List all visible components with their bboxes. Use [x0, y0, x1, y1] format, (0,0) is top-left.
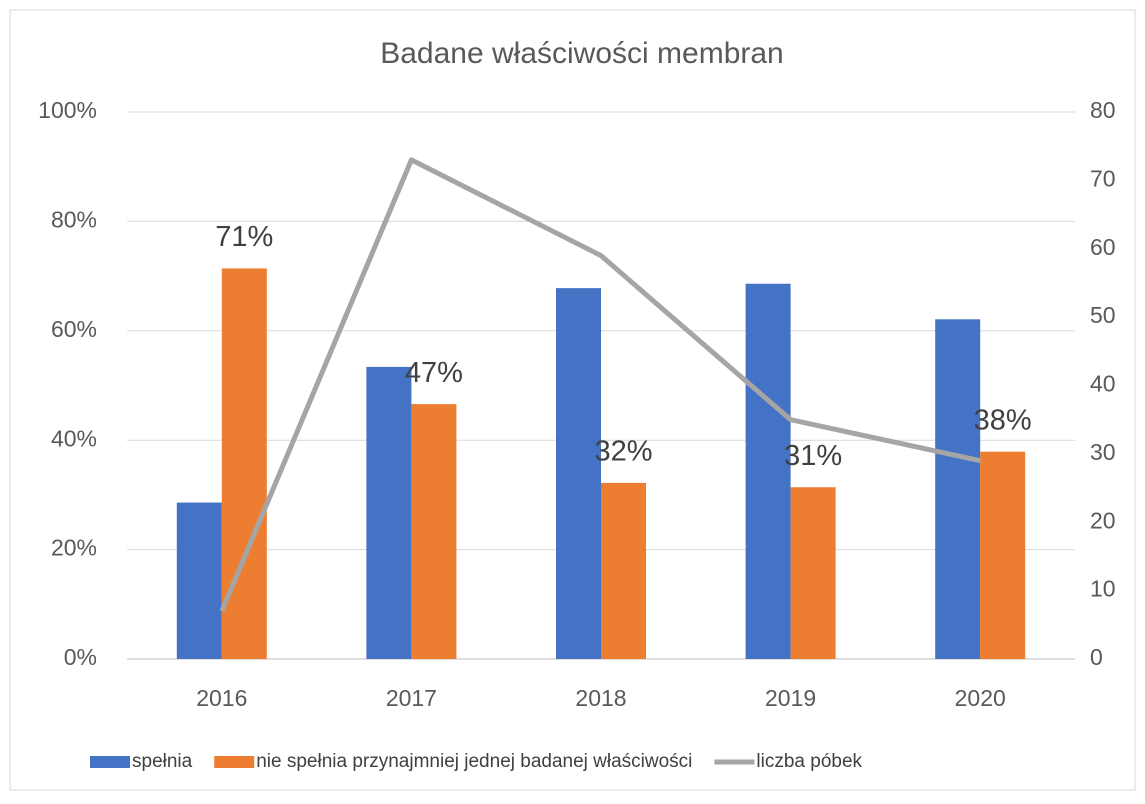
y2-tick-label: 50: [1090, 302, 1116, 328]
legend-label: nie spełnia przynajmniej jednej badanej …: [256, 751, 692, 772]
x-tick-label: 2017: [386, 685, 437, 711]
bar: [411, 404, 457, 659]
x-tick-label: 2018: [575, 685, 626, 711]
y-tick-label: 80%: [51, 206, 97, 232]
value-label: 47%: [405, 357, 463, 389]
bar: [556, 288, 601, 659]
y2-tick-label: 20: [1090, 507, 1116, 533]
bar: [601, 482, 646, 659]
y-tick-label: 60%: [51, 316, 97, 342]
bar: [366, 366, 412, 659]
x-tick-label: 2016: [196, 685, 247, 711]
legend-label: spełnia: [132, 751, 193, 772]
y2-tick-label: 10: [1090, 576, 1116, 602]
y2-tick-label: 80: [1090, 97, 1116, 123]
y-tick-label: 100%: [38, 97, 97, 123]
y-tick-label: 20%: [51, 535, 97, 561]
bar: [745, 283, 791, 659]
bar: [790, 487, 836, 659]
value-label: 31%: [784, 440, 842, 472]
legend-label: liczba póbek: [756, 751, 862, 772]
x-tick-label: 2019: [765, 685, 816, 711]
chart-title: Badane właściwości membran: [380, 37, 784, 70]
y2-tick-label: 70: [1090, 165, 1116, 191]
legend-swatch: [214, 756, 255, 768]
bar: [935, 319, 981, 659]
bar: [176, 502, 222, 659]
line-series: [219, 157, 981, 613]
legend-swatch: [90, 756, 130, 768]
y2-tick-label: 60: [1090, 234, 1116, 260]
y-tick-label: 0%: [64, 644, 97, 670]
y-tick-label: 40%: [51, 425, 97, 451]
value-label: 71%: [215, 221, 273, 253]
y2-tick-label: 40: [1090, 371, 1116, 397]
x-tick-label: 2020: [955, 685, 1006, 711]
value-label: 32%: [594, 436, 652, 468]
y2-tick-label: 30: [1090, 439, 1116, 465]
value-label: 38%: [974, 404, 1032, 436]
bar: [980, 451, 1026, 659]
y2-tick-label: 0: [1090, 644, 1103, 670]
